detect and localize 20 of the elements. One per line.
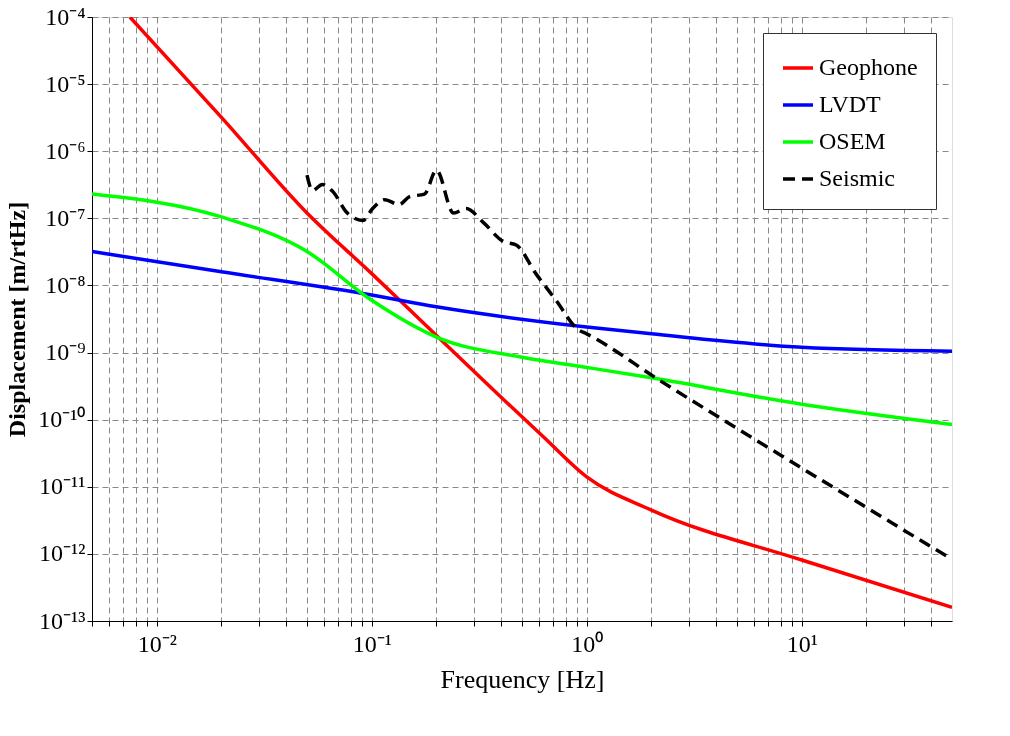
x-tick-label: 10⁰ (571, 630, 604, 657)
y-tick-label: 10⁻¹² (39, 540, 86, 567)
y-tick-label: 10⁻¹¹ (39, 473, 86, 500)
legend-label: Seismic (819, 165, 895, 191)
legend-label: LVDT (819, 91, 882, 117)
y-tick-label: 10⁻⁴ (45, 3, 86, 30)
x-tick-label: 10⁻¹ (352, 630, 392, 657)
y-tick-label: 10⁻¹⁰ (38, 406, 86, 433)
y-tick-label: 10⁻⁹ (45, 339, 86, 366)
y-tick-label: 10⁻⁵ (45, 70, 86, 97)
y-tick-label: 10⁻⁶ (45, 137, 86, 164)
x-tick-label: 10¹ (786, 630, 818, 657)
legend-label: Geophone (819, 54, 918, 80)
legend-label: OSEM (819, 128, 886, 154)
y-axis-title: Displacement [m/rtHz] (4, 201, 31, 438)
x-tick-label: 10⁻² (137, 630, 177, 657)
y-tick-label: 10⁻⁸ (45, 271, 86, 298)
y-tick-label: 10⁻⁷ (45, 204, 86, 231)
y-tick-label: 10⁻¹³ (39, 607, 86, 634)
x-axis-title: Frequency [Hz] (440, 664, 605, 694)
